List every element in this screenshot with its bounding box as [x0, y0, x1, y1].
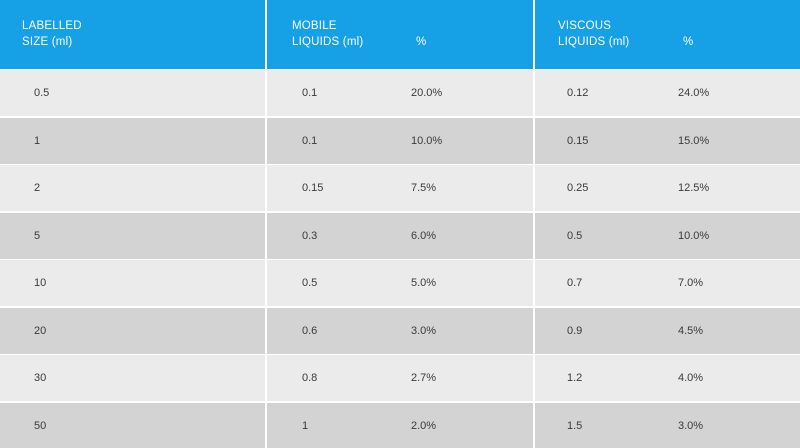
table-body: 0.5 0.1 20.0% 0.12 24.0% 1 0.1 10.0% 0.15 15.0% 2 0…: [0, 70, 800, 448]
cell-viscous-ml: 0.15: [567, 134, 589, 147]
table-cell: 20: [0, 308, 265, 354]
cell-viscous-ml: 1.5: [567, 419, 583, 432]
cell-viscous-percent: 10.0%: [678, 229, 710, 242]
cell-mobile-percent: 7.5%: [411, 182, 437, 194]
table-cell: 0.5: [0, 70, 265, 116]
table-cell: 0.6 3.0%: [265, 307, 533, 354]
table-header: LABELLED SIZE (ml) MOBILE LIQUIDS (ml) %…: [0, 0, 800, 69]
table-cell: 0.1 10.0%: [265, 117, 533, 164]
cell-labelled-size: 2: [34, 182, 41, 194]
table-cell: 2: [0, 165, 265, 211]
cell-mobile-percent: 5.0%: [411, 277, 437, 289]
table-cell: 0.15 7.5%: [265, 165, 533, 211]
cell-viscous-ml: 0.25: [567, 182, 589, 194]
header-col-mobile-liquids: MOBILE LIQUIDS (ml) %: [265, 0, 533, 69]
cell-mobile-ml: 0.3: [302, 229, 318, 242]
table-row: 5 0.3 6.0% 0.5 10.0%: [0, 212, 800, 259]
cell-viscous-ml: 0.5: [567, 229, 583, 242]
cell-viscous-ml: 0.12: [567, 87, 589, 99]
cell-viscous-ml: 1.2: [567, 372, 583, 384]
table-cell: 0.5 5.0%: [265, 260, 533, 306]
table-cell: 0.15 15.0%: [533, 117, 800, 164]
cell-mobile-ml: 0.5: [302, 277, 318, 289]
header-mobile-percent: %: [416, 36, 427, 48]
table-cell: 0.1 20.0%: [265, 70, 533, 116]
cell-viscous-percent: 12.5%: [678, 182, 710, 194]
table-row: 1 0.1 10.0% 0.15 15.0%: [0, 117, 800, 164]
cell-mobile-ml: 0.8: [302, 372, 318, 384]
table-cell: 1.2 4.0%: [533, 355, 800, 401]
table-cell: 0.12 24.0%: [533, 70, 800, 116]
header-viscous-percent: %: [683, 36, 694, 48]
cell-mobile-ml: 0.1: [302, 134, 318, 147]
cell-mobile-ml: 0.15: [302, 182, 324, 194]
table-row: 20 0.6 3.0% 0.9 4.5%: [0, 307, 800, 354]
table-row: 2 0.15 7.5% 0.25 12.5%: [0, 165, 800, 211]
cell-mobile-percent: 20.0%: [411, 87, 443, 99]
cell-mobile-ml: 0.1: [302, 87, 318, 99]
header-viscous-liquids: VISCOUS LIQUIDS (ml): [558, 20, 630, 48]
cell-mobile-ml: 1: [302, 419, 309, 432]
table-cell: 5: [0, 213, 265, 259]
cell-viscous-percent: 15.0%: [678, 134, 710, 147]
table-cell: 30: [0, 355, 265, 401]
table-cell: 10: [0, 260, 265, 306]
cell-mobile-percent: 2.7%: [411, 372, 437, 384]
cell-viscous-percent: 4.0%: [678, 372, 704, 384]
header-col-labelled-size: LABELLED SIZE (ml): [0, 0, 265, 69]
table-cell: 0.8 2.7%: [265, 355, 533, 401]
cell-viscous-percent: 24.0%: [678, 87, 710, 99]
table-cell: 0.5 10.0%: [533, 212, 800, 259]
cell-viscous-percent: 7.0%: [678, 277, 704, 289]
table-cell: 50: [0, 403, 265, 448]
table-row: 50 1 2.0% 1.5 3.0%: [0, 402, 800, 448]
cell-labelled-size: 5: [34, 229, 41, 242]
cell-labelled-size: 30: [34, 372, 47, 384]
cell-labelled-size: 50: [34, 419, 47, 432]
cell-mobile-percent: 10.0%: [411, 134, 443, 147]
table-cell: 1 2.0%: [265, 402, 533, 448]
table-row: 30 0.8 2.7% 1.2 4.0%: [0, 355, 800, 401]
cell-viscous-ml: 0.9: [567, 324, 583, 337]
table-cell: 0.7 7.0%: [533, 260, 800, 306]
cell-viscous-ml: 0.7: [567, 277, 583, 289]
cell-labelled-size: 1: [34, 134, 41, 147]
cell-viscous-percent: 3.0%: [678, 419, 704, 432]
header-col-viscous-liquids: VISCOUS LIQUIDS (ml) %: [533, 0, 800, 69]
table-row: 0.5 0.1 20.0% 0.12 24.0%: [0, 70, 800, 116]
cell-mobile-percent: 2.0%: [411, 419, 437, 432]
cell-labelled-size: 10: [34, 277, 47, 289]
cell-viscous-percent: 4.5%: [678, 324, 704, 337]
table-cell: 0.3 6.0%: [265, 212, 533, 259]
table-row: 10 0.5 5.0% 0.7 7.0%: [0, 260, 800, 306]
cell-labelled-size: 20: [34, 324, 47, 337]
cell-mobile-percent: 3.0%: [411, 324, 437, 337]
table-cell: 0.25 12.5%: [533, 165, 800, 211]
table-cell: 0.9 4.5%: [533, 307, 800, 354]
table-cell: 1: [0, 118, 265, 164]
cell-labelled-size: 0.5: [34, 87, 50, 99]
header-mobile-liquids: MOBILE LIQUIDS (ml): [292, 20, 364, 48]
cell-mobile-percent: 6.0%: [411, 229, 437, 242]
header-labelled-size: LABELLED SIZE (ml): [22, 20, 82, 48]
table-cell: 1.5 3.0%: [533, 402, 800, 448]
cell-mobile-ml: 0.6: [302, 324, 318, 337]
